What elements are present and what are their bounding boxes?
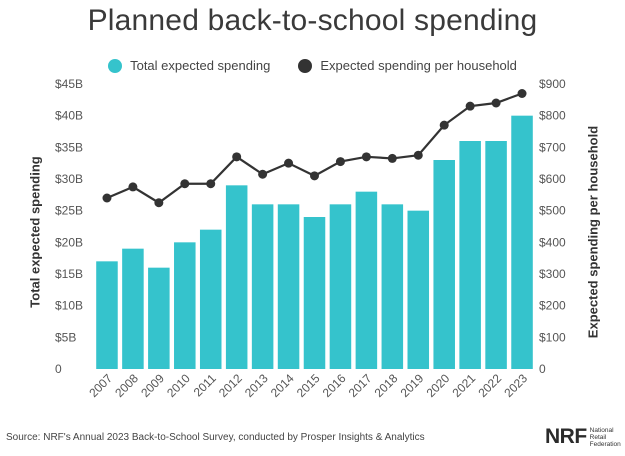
- legend: Total expected spending Expected spendin…: [0, 58, 625, 73]
- point-2020: [439, 120, 449, 130]
- x-tick: 2007: [86, 371, 115, 400]
- nrf-logo: NRF National Retail Federation: [545, 425, 621, 449]
- logo-words: National Retail Federation: [590, 427, 621, 448]
- bar-2022: [485, 141, 507, 369]
- y-tick-left: $10B: [55, 299, 83, 313]
- y-tick-left: $25B: [55, 204, 83, 218]
- point-2018: [387, 153, 397, 163]
- legend-swatch-bar: [108, 58, 123, 73]
- x-tick: 2023: [501, 371, 530, 400]
- chart-title: Planned back-to-school spending: [87, 4, 538, 37]
- point-2022: [491, 98, 501, 108]
- logo-mark: NRF: [545, 425, 587, 448]
- source-note: Source: NRF's Annual 2023 Back-to-School…: [6, 432, 425, 443]
- point-2010: [180, 179, 190, 189]
- y-tick-right: $700: [539, 140, 566, 154]
- point-2013: [258, 169, 268, 179]
- x-axis-ticks: 2007200820092010201120122013201420152016…: [86, 371, 530, 400]
- bar-2012: [225, 185, 248, 369]
- y-tick-left: $40B: [55, 109, 83, 123]
- y-tick-right: $300: [539, 267, 566, 281]
- y-tick-right: $600: [539, 172, 566, 186]
- y-tick-left: $30B: [55, 172, 83, 186]
- legend-swatch-line: [298, 58, 313, 73]
- bar-2011: [199, 229, 222, 369]
- x-tick: 2014: [268, 371, 297, 400]
- bar-2008: [122, 248, 144, 369]
- x-tick: 2019: [398, 371, 427, 400]
- point-2016: [335, 157, 345, 167]
- x-tick: 2016: [320, 371, 349, 400]
- y-tick-right: $400: [539, 235, 566, 249]
- x-tick: 2015: [294, 371, 323, 400]
- x-tick: 2013: [242, 371, 271, 400]
- y-tick-left: $5B: [55, 330, 76, 344]
- logo-word-3: Federation: [589, 440, 621, 448]
- point-2009: [154, 198, 164, 208]
- bar-2009: [148, 267, 170, 369]
- logo-word-2: Retail: [589, 433, 607, 441]
- y-axis-ticks-right: 0 $100 $200 $300 $400 $500 $600 $700 $800 $900: [539, 77, 566, 376]
- logo-word-1: National: [589, 426, 614, 434]
- x-tick: 2010: [164, 371, 193, 400]
- point-2019: [413, 150, 423, 160]
- x-tick: 2021: [449, 371, 478, 400]
- x-tick: 2018: [372, 371, 401, 400]
- bar-2016: [329, 204, 352, 369]
- x-tick: 2008: [112, 371, 141, 400]
- bar-2018: [381, 204, 404, 369]
- y-tick-right: $900: [539, 77, 566, 91]
- legend-label-total: Total expected spending: [130, 58, 271, 73]
- y-tick-left: $20B: [55, 235, 83, 249]
- point-2023: [517, 89, 527, 98]
- line-series: [102, 89, 527, 208]
- bar-2015: [303, 217, 326, 369]
- y-tick-left: $35B: [55, 140, 83, 154]
- x-tick: 2022: [475, 371, 504, 400]
- point-2017: [361, 152, 371, 162]
- y-tick-left: 0: [55, 362, 62, 376]
- point-2012: [232, 152, 242, 162]
- bar-2019: [407, 210, 430, 369]
- bar-series: [96, 115, 533, 370]
- bar-2021: [459, 141, 481, 369]
- y-tick-right: $500: [539, 204, 566, 218]
- x-tick: 2017: [346, 371, 375, 400]
- y-tick-right: $100: [539, 330, 566, 344]
- point-2021: [465, 101, 475, 111]
- bar-2010: [174, 242, 196, 369]
- x-tick: 2012: [216, 371, 245, 400]
- x-tick: 2009: [138, 371, 167, 400]
- legend-item-household: Expected spending per household: [298, 58, 517, 73]
- point-2015: [310, 171, 319, 181]
- bar-2017: [355, 191, 378, 369]
- legend-label-household: Expected spending per household: [320, 58, 517, 73]
- bar-2007: [96, 261, 118, 369]
- y-tick-left: $45B: [55, 77, 83, 91]
- bar-2020: [433, 160, 455, 369]
- x-tick: 2011: [191, 371, 219, 399]
- y-tick-right: 0: [539, 362, 546, 376]
- point-2011: [206, 179, 216, 189]
- legend-item-total: Total expected spending: [108, 58, 270, 73]
- y-tick-right: $200: [539, 299, 566, 313]
- bar-2014: [277, 204, 300, 369]
- bar-2013: [251, 204, 274, 369]
- point-2008: [128, 182, 138, 192]
- y-axis-ticks-left: 0 $5B $10B $15B $20B $25B $30B $35B $40B $45B: [55, 77, 83, 376]
- bar-2023: [511, 115, 533, 370]
- point-2007: [102, 193, 112, 203]
- y-tick-right: $800: [539, 109, 566, 123]
- y-tick-left: $15B: [55, 267, 83, 281]
- point-2014: [284, 158, 294, 168]
- x-tick: 2020: [424, 371, 453, 400]
